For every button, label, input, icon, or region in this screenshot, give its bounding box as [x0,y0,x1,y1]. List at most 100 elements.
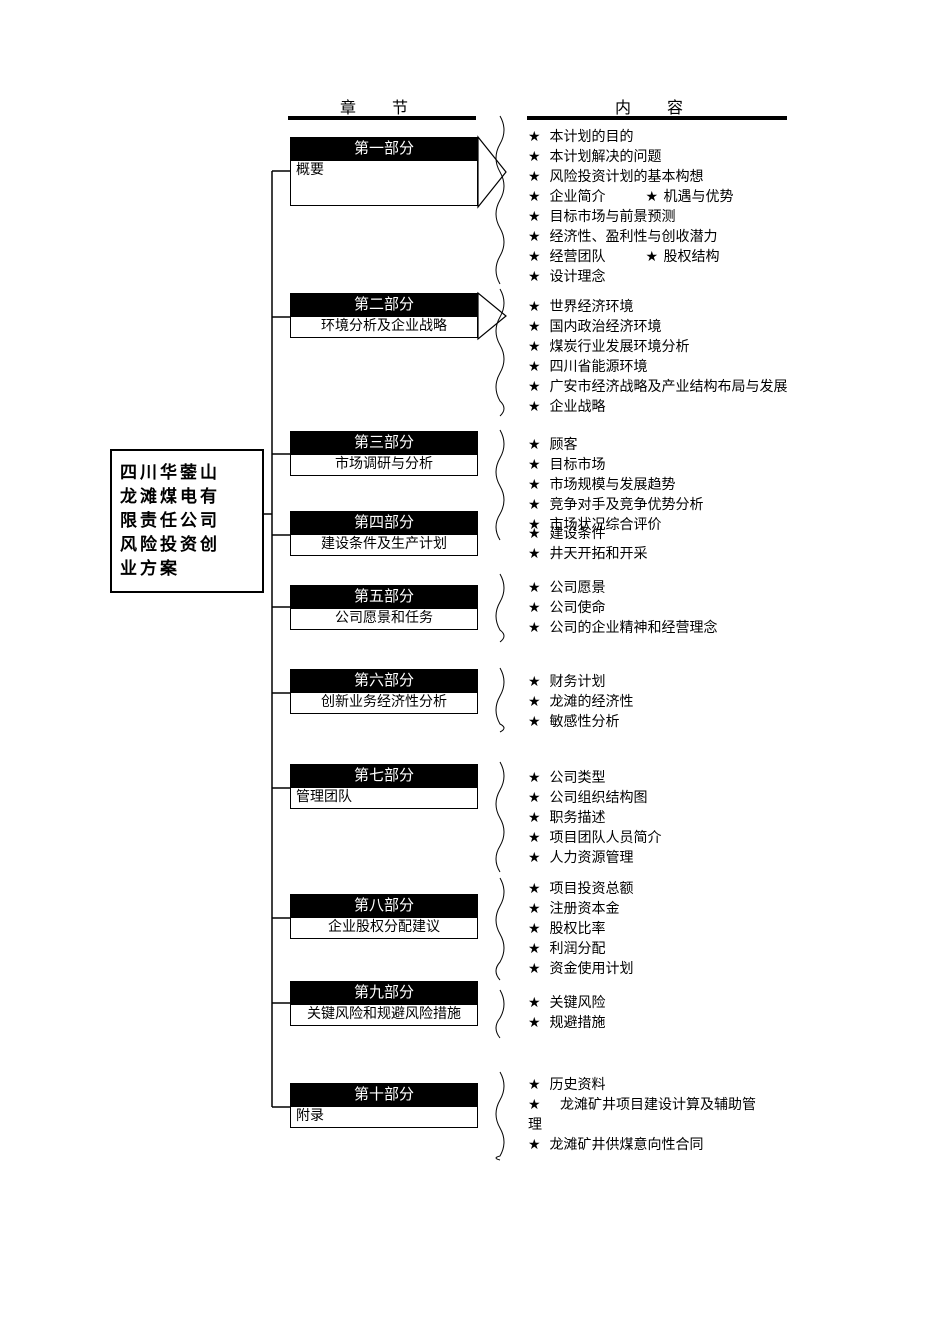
section-sub-s1: 概要 [290,161,478,206]
bullet-row: ★ 项目投资总额 [528,880,634,900]
star-icon: ★ [528,525,546,545]
bullets-s6: ★ 财务计划★ 龙滩的经济性★ 敏感性分析 [528,673,634,733]
bullets-s10: ★ 历史资料★ 龙滩矿井项目建设计算及辅助管理★ 龙滩矿井供煤意向性合同 [528,1076,756,1156]
star-icon: ★ [528,268,546,288]
header-underline-right [527,116,787,120]
bullet-row: ★ 顾客 [528,436,704,456]
section-head-s10: 第十部分 [290,1083,478,1107]
diagram-container: 章 节 内 容 四川华蓥山 龙滩煤电有 限责任公司 风险投资创 业方案 第一部分… [0,0,950,1344]
star-icon: ★ [528,398,546,418]
bullet-row: ★ 龙滩矿井供煤意向性合同 [528,1136,756,1156]
bullet-row: ★ 规避措施 [528,1014,606,1034]
star-icon: ★ [528,338,546,358]
star-icon: ★ [528,769,546,789]
section-box-s7: 第七部分管理团队 [290,764,478,809]
bullet-row: ★ 公司组织结构图 [528,789,662,809]
section-sub-s10: 附录 [290,1107,478,1128]
bullets-s4: ★ 建设条件★ 井天开拓和开采 [528,525,648,565]
header-underline-left [288,116,476,120]
section-sub-s9: 关键风险和规避风险措施 [290,1005,478,1026]
bullet-row-cont: 理 [528,1116,756,1136]
star-icon: ★ [528,148,546,168]
bullet-row: ★ 注册资本金 [528,900,634,920]
bullet-row: ★ 建设条件 [528,525,648,545]
bullet-row: ★ 关键风险 [528,994,606,1014]
title-line-1: 龙滩煤电有 [120,485,254,509]
bullet-row: ★ 目标市场与前景预测 [528,208,734,228]
star-icon: ★ [528,829,546,849]
bullet-row: ★ 企业战略 [528,398,788,418]
star-icon: ★ [528,1076,546,1096]
bullet-row: ★ 财务计划 [528,673,634,693]
section-head-s9: 第九部分 [290,981,478,1005]
bullet-row: ★ 竞争对手及竞争优势分析 [528,496,704,516]
section-box-s10: 第十部分附录 [290,1083,478,1128]
bullets-s5: ★ 公司愿景★ 公司使命★ 公司的企业精神和经营理念 [528,579,718,639]
star-icon: ★ [528,128,546,148]
section-sub-s5: 公司愿景和任务 [290,609,478,630]
star-icon: ★ [528,456,546,476]
title-line-0: 四川华蓥山 [120,461,254,485]
star-icon: ★ [528,940,546,960]
bullet-row: ★ 龙滩的经济性 [528,693,634,713]
star-icon: ★ [528,849,546,869]
bullet-row: ★ 企业简介★机遇与优势 [528,188,734,208]
star-icon: ★ [528,579,546,599]
star-icon: ★ [528,599,546,619]
star-icon: ★ [528,378,546,398]
bullet-row: ★ 四川省能源环境 [528,358,788,378]
section-sub-s6: 创新业务经济性分析 [290,693,478,714]
star-icon: ★ [528,920,546,940]
bullets-s7: ★ 公司类型★ 公司组织结构图★ 职务描述★ 项目团队人员简介★ 人力资源管理 [528,769,662,869]
star-icon: ★ [528,1096,546,1116]
star-icon: ★ [528,880,546,900]
bullet-row: ★ 世界经济环境 [528,298,788,318]
star-icon: ★ [528,1014,546,1034]
bullet-row: ★ 龙滩矿井项目建设计算及辅助管 [528,1096,756,1116]
bullet-row: ★ 公司使命 [528,599,718,619]
bullet-row: ★ 利润分配 [528,940,634,960]
star-icon: ★ [528,900,546,920]
star-icon: ★ [528,673,546,693]
bullet-row: ★ 项目团队人员简介 [528,829,662,849]
section-box-s3: 第三部分市场调研与分析 [290,431,478,476]
section-head-s4: 第四部分 [290,511,478,535]
title-box: 四川华蓥山 龙滩煤电有 限责任公司 风险投资创 业方案 [110,449,264,593]
bullet-row: ★ 本计划解决的问题 [528,148,734,168]
section-head-s3: 第三部分 [290,431,478,455]
star-icon: ★ [528,693,546,713]
star-icon: ★ [646,248,664,268]
star-icon: ★ [528,188,546,208]
bullet-row: ★ 股权比率 [528,920,634,940]
title-line-3: 风险投资创 [120,533,254,557]
bullet-row: ★ 敏感性分析 [528,713,634,733]
star-icon: ★ [528,358,546,378]
section-box-s5: 第五部分公司愿景和任务 [290,585,478,630]
bullet-row: ★ 公司的企业精神和经营理念 [528,619,718,639]
star-icon: ★ [528,545,546,565]
section-sub-s4: 建设条件及生产计划 [290,535,478,556]
section-sub-s3: 市场调研与分析 [290,455,478,476]
header-content: 内 容 [615,94,693,118]
bullet-row: ★ 国内政治经济环境 [528,318,788,338]
bullets-s8: ★ 项目投资总额★ 注册资本金★ 股权比率★ 利润分配★ 资金使用计划 [528,880,634,980]
bullet-row: ★ 经营团队★股权结构 [528,248,734,268]
star-icon: ★ [528,619,546,639]
star-icon: ★ [528,318,546,338]
title-line-2: 限责任公司 [120,509,254,533]
star-icon: ★ [528,994,546,1014]
bullets-s1: ★ 本计划的目的★ 本计划解决的问题★ 风险投资计划的基本构想★ 企业简介★机遇… [528,128,734,288]
section-box-s8: 第八部分企业股权分配建议 [290,894,478,939]
section-box-s4: 第四部分建设条件及生产计划 [290,511,478,556]
star-icon: ★ [528,496,546,516]
bullet-row: ★ 资金使用计划 [528,960,634,980]
section-box-s1: 第一部分概要 [290,137,478,206]
section-head-s7: 第七部分 [290,764,478,788]
bullet-row: ★ 经济性、盈利性与创收潜力 [528,228,734,248]
star-icon: ★ [528,436,546,456]
section-sub-s8: 企业股权分配建议 [290,918,478,939]
bullet-row: ★ 职务描述 [528,809,662,829]
star-icon: ★ [528,789,546,809]
bullet-row: ★ 本计划的目的 [528,128,734,148]
bullets-s3: ★ 顾客★ 目标市场★ 市场规模与发展趋势★ 竞争对手及竞争优势分析★ 市场状况… [528,436,704,536]
